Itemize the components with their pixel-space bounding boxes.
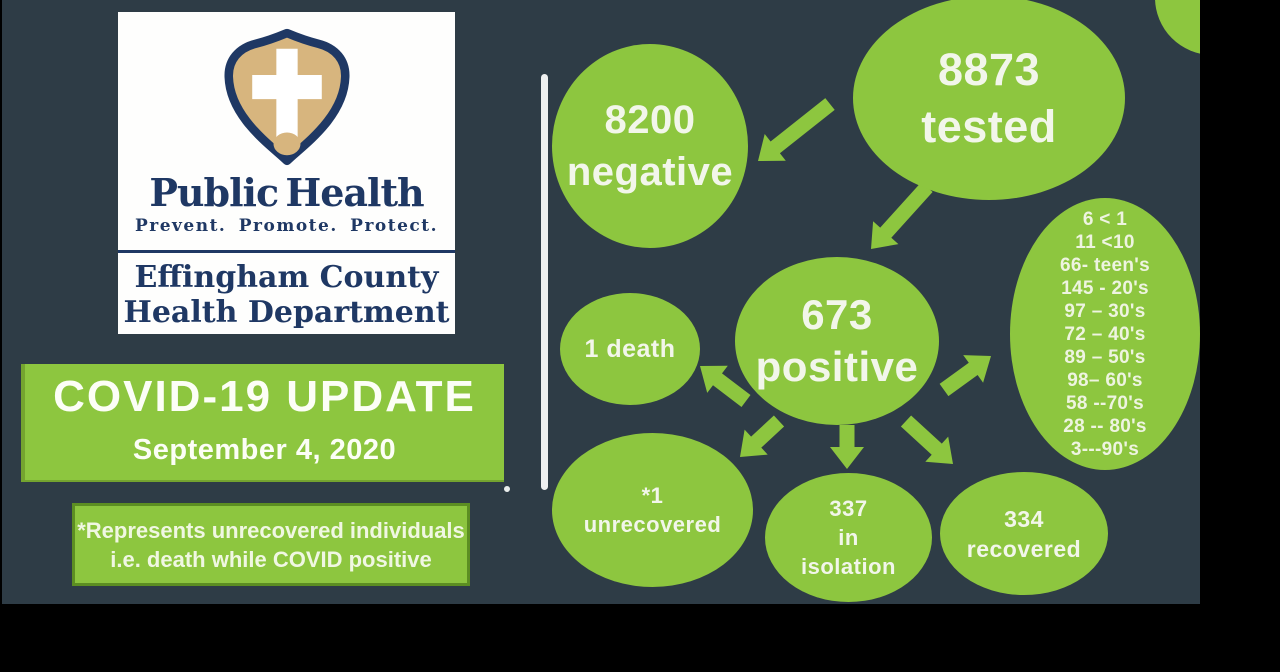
tested-label: tested (921, 101, 1057, 152)
public-health-shield-icon (211, 26, 363, 168)
age-line: 58 --70's (1066, 392, 1144, 414)
health-dept-logo-panel: Public Health Prevent. Promote. Protect.… (118, 12, 455, 334)
node-age-breakdown: 6 < 1 11 <10 66- teen's 145 - 20's 97 – … (1010, 198, 1200, 470)
flow-arrow (871, 182, 933, 249)
flow-arrow (939, 355, 991, 397)
age-line: 3---90's (1070, 438, 1140, 460)
right-black-bar (1200, 0, 1280, 672)
flow-arrow (758, 98, 835, 161)
node-recovered: 334 recovered (940, 472, 1108, 595)
banner-title: COVID-19 UPDATE (53, 372, 476, 421)
covid-update-banner: COVID-19 UPDATE September 4, 2020 (21, 364, 504, 482)
banner-date: September 4, 2020 (132, 434, 397, 466)
left-black-bar (0, 0, 2, 604)
logo-title: Public Health (149, 170, 424, 215)
age-line: 6 < 1 (1082, 208, 1128, 230)
node-death: 1 death (560, 293, 700, 405)
node-isolation: 337 in isolation (765, 473, 932, 602)
node-tested: 8873 tested (853, 0, 1125, 200)
org-name-line1: Effingham County (134, 260, 439, 295)
footnote-line1: *Represents unrecovered individuals (77, 517, 465, 543)
age-line: 145 - 20's (1061, 277, 1149, 299)
isolation-line2: in (838, 525, 859, 550)
positive-label: positive (755, 343, 919, 390)
footnote-box: *Represents unrecovered individuals i.e.… (72, 503, 470, 586)
flow-arrow (900, 415, 953, 464)
age-line: 28 -- 80's (1063, 415, 1147, 437)
negative-value: 8200 (604, 98, 696, 142)
age-line: 98– 60's (1067, 369, 1143, 391)
isolation-line3: isolation (801, 554, 896, 579)
unrecovered-value: *1 (641, 483, 664, 508)
recovered-value: 334 (1004, 505, 1044, 532)
logo-tagline: Prevent. Promote. Protect. (134, 216, 439, 236)
unrecovered-label: unrecovered (583, 512, 722, 537)
logo-divider (118, 250, 455, 253)
decorative-dot (504, 486, 510, 492)
slide-background: Public Health Prevent. Promote. Protect.… (0, 0, 1200, 604)
bottom-black-bar (0, 604, 1280, 672)
death-label: 1 death (584, 334, 676, 363)
flow-arrow (830, 425, 864, 469)
medical-cross-icon (251, 48, 322, 142)
recovered-label: recovered (966, 535, 1082, 562)
age-line: 89 – 50's (1064, 346, 1146, 368)
footnote-line2: i.e. death while COVID positive (110, 546, 432, 572)
age-line: 97 – 30's (1064, 300, 1146, 322)
node-unrecovered: *1 unrecovered (552, 433, 753, 587)
org-name-line2: Health Department (123, 295, 450, 330)
positive-value: 673 (801, 291, 873, 338)
age-line: 66- teen's (1060, 254, 1150, 276)
flow-arrow (740, 415, 785, 457)
tested-value: 8873 (937, 44, 1041, 95)
node-positive: 673 positive (735, 257, 939, 425)
org-name: Effingham County Health Department (118, 260, 455, 330)
age-line: 72 – 40's (1064, 323, 1146, 345)
age-line: 11 <10 (1075, 231, 1135, 253)
negative-label: negative (566, 150, 734, 194)
vertical-divider-line (541, 74, 548, 490)
node-negative: 8200 negative (552, 44, 748, 248)
corner-circle-decoration (1155, 0, 1200, 55)
isolation-value: 337 (829, 496, 868, 521)
